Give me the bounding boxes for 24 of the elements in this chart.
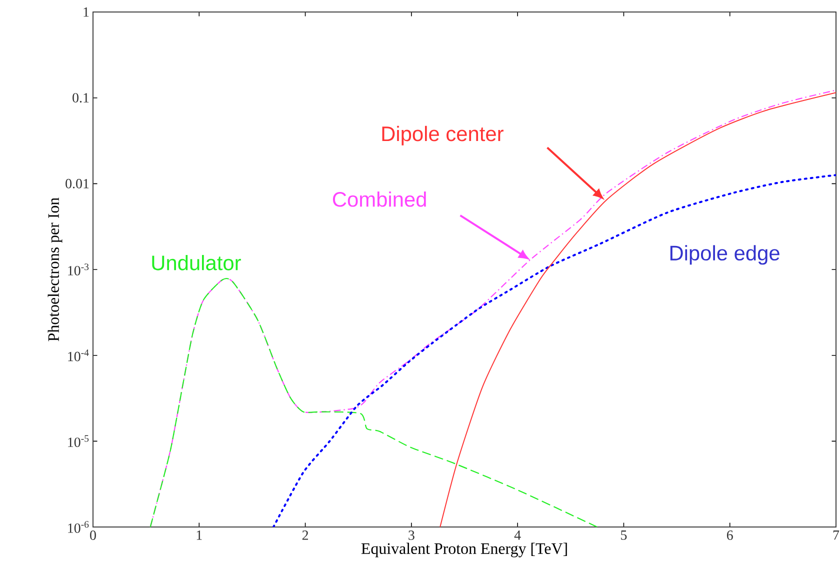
text: Combined (332, 191, 426, 207)
line-series (272, 174, 836, 528)
y-tick-label: 10$^{-5}$ (68, 435, 89, 448)
series-label: Dipole edge (670, 245, 780, 265)
y-tick-label: 0.1 (72, 93, 89, 103)
x-tick-label: 1 (196, 530, 202, 540)
x-tick-label: 5 (621, 530, 627, 540)
line-series (440, 92, 836, 528)
x-tick-label: 3 (408, 530, 414, 540)
y-tick-label: 1 (84, 7, 89, 17)
y-axis-title: Photoelectrons per Ion (48, 198, 62, 342)
x-tick-label: 7 (833, 530, 840, 540)
x-tick-label: 4 (514, 530, 521, 540)
y-tick-label: 0.01 (66, 178, 89, 188)
y-tick-label: 10$^{-6}$ (68, 521, 89, 533)
y-tick-label: 10$^{-3}$ (68, 264, 89, 276)
y-tick-label: 10$^{-4}$ (68, 349, 89, 362)
x-tick-label: 6 (726, 530, 733, 540)
x-tick-label: 2 (302, 530, 308, 540)
x-axis-title: Equivalent Proton Energy [TeV] (361, 542, 567, 558)
text: Dipole center (382, 126, 504, 146)
series-label: Undulator (152, 254, 241, 270)
line-series (150, 278, 598, 528)
x-tick-label: 0 (90, 530, 96, 540)
